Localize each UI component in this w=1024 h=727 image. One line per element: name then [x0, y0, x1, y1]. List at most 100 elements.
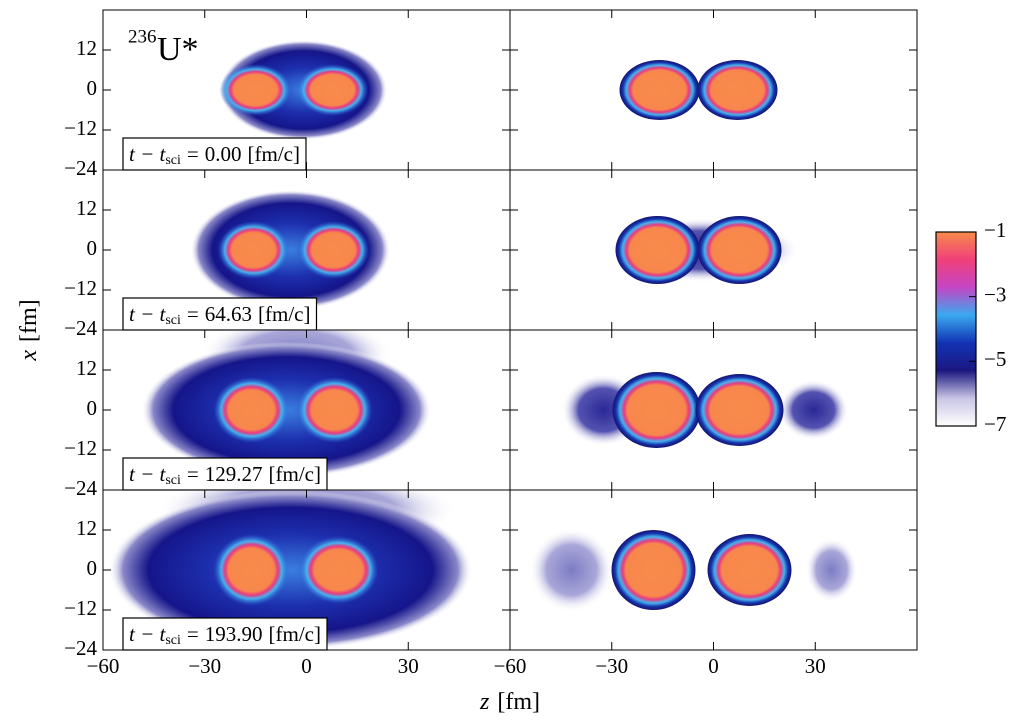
y-tick-label: 0 — [87, 396, 98, 420]
y-axis-label: x [fm] — [16, 299, 42, 361]
density-blob — [213, 534, 290, 606]
time-sub: sci — [165, 633, 181, 648]
density-blob — [213, 377, 290, 443]
y-tick-label: 0 — [87, 556, 98, 580]
density-blob — [695, 374, 784, 446]
density-blob — [615, 216, 700, 284]
density-blob — [217, 221, 290, 279]
colorbar-fill — [935, 231, 977, 427]
x-tick-label: −60 — [494, 654, 527, 678]
time-value: 0.00 — [205, 142, 242, 166]
panel — [108, 490, 473, 650]
panel — [190, 190, 391, 310]
time-label: t − tsci = 0.00 [fm/c] — [122, 137, 307, 171]
panel — [608, 216, 799, 284]
density-blob — [297, 221, 370, 279]
time-label: t − tsci = 129.27 [fm/c] — [122, 457, 328, 491]
time-var: t − t — [129, 462, 167, 486]
time-var: t − t — [129, 302, 167, 326]
time-label-box — [122, 617, 328, 651]
x-tick-label: −30 — [188, 654, 221, 678]
y-tick-label: −24 — [64, 316, 97, 340]
time-label: t − tsci = 64.63 [fm/c] — [122, 297, 318, 331]
panel — [561, 372, 849, 448]
x-axis-unit: [fm] — [497, 689, 540, 715]
colorbar-tick-label: −3 — [984, 282, 1006, 306]
y-tick-label: −12 — [64, 436, 97, 460]
x-axis-label: z [fm] — [479, 689, 540, 715]
nucleus-symbol: U* — [157, 31, 199, 68]
time-label-box — [122, 137, 307, 171]
panel — [529, 528, 858, 612]
density-blob — [619, 60, 700, 120]
density-blob — [529, 528, 614, 612]
time-var: t − t — [129, 622, 167, 646]
x-tick-label: −60 — [87, 654, 120, 678]
colorbar-tick-label: −1 — [984, 218, 1006, 242]
x-tick-label: 30 — [398, 654, 419, 678]
time-eq: = — [187, 302, 199, 326]
time-eq: = — [187, 462, 199, 486]
y-tick-label: −12 — [64, 596, 97, 620]
colorbar-tick-label: −5 — [984, 347, 1006, 371]
panel — [141, 330, 432, 478]
colorbar: −1 −3 −5 −7 — [935, 218, 1006, 436]
density-blob — [108, 490, 473, 650]
time-label: t − tsci = 193.90 [fm/c] — [122, 617, 328, 651]
panel — [619, 60, 778, 120]
density-blob — [611, 530, 696, 610]
y-axis-var: x — [16, 350, 42, 362]
time-value: 64.63 — [205, 302, 252, 326]
y-tick-label: −12 — [64, 276, 97, 300]
x-tick-label: 30 — [805, 654, 826, 678]
time-unit: [fm/c] — [269, 622, 321, 646]
time-label-text: t − tsci = 193.90 [fm/c] — [129, 622, 321, 648]
nucleus-mass: 236 — [128, 26, 157, 47]
time-unit: [fm/c] — [258, 302, 310, 326]
y-tick-label: 12 — [76, 356, 97, 380]
time-sub: sci — [165, 473, 181, 488]
y-tick-label: 0 — [87, 76, 98, 100]
y-tick-label: −24 — [64, 476, 97, 500]
density-blob — [697, 60, 778, 120]
time-var: t − t — [129, 142, 167, 166]
y-tick-label: −24 — [64, 636, 97, 660]
time-label-box — [122, 457, 328, 491]
y-tick-label: −24 — [64, 156, 97, 180]
density-blob — [296, 377, 373, 443]
y-tick-label: −12 — [64, 116, 97, 140]
x-tick-label: 0 — [301, 654, 312, 678]
time-eq: = — [187, 142, 199, 166]
density-blob — [697, 216, 782, 284]
density-blob — [190, 190, 391, 310]
density-blob — [296, 64, 369, 116]
density-blob — [612, 372, 701, 448]
time-label-text: t − tsci = 64.63 [fm/c] — [129, 302, 310, 328]
panel — [219, 40, 388, 140]
time-sub: sci — [165, 313, 181, 328]
time-value: 193.90 — [205, 622, 263, 646]
x-axis-var: z — [479, 689, 490, 715]
y-tick-label: 12 — [76, 36, 97, 60]
density-blob — [298, 536, 379, 604]
y-tick-label: 0 — [87, 236, 98, 260]
y-tick-label: 12 — [76, 196, 97, 220]
time-unit: [fm/c] — [248, 142, 300, 166]
density-blob — [707, 534, 792, 606]
x-tick-label: −30 — [595, 654, 628, 678]
density-blob — [778, 380, 849, 440]
time-unit: [fm/c] — [269, 462, 321, 486]
time-label-text: t − tsci = 0.00 [fm/c] — [129, 142, 300, 168]
time-eq: = — [187, 622, 199, 646]
density-blob — [219, 64, 292, 116]
time-label-text: t − tsci = 129.27 [fm/c] — [129, 462, 321, 488]
time-value: 129.27 — [205, 462, 263, 486]
time-label-box — [122, 297, 318, 331]
colorbar-tick-label: −7 — [984, 412, 1006, 436]
y-axis-unit: [fm] — [16, 299, 42, 342]
time-sub: sci — [165, 153, 181, 168]
density-blob — [805, 538, 858, 602]
y-tick-label: 12 — [76, 516, 97, 540]
